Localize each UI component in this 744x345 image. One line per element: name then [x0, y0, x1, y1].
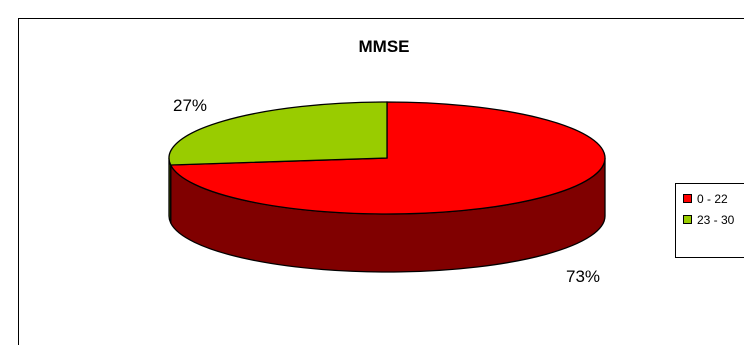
pie-slices: [168, 101, 606, 273]
legend-swatch-0-22: [683, 194, 692, 203]
legend-label-0-22: 0 - 22: [697, 192, 728, 206]
chart-title: MMSE: [359, 37, 410, 56]
legend-label-23-30: 23 - 30: [697, 213, 735, 227]
legend-box: [675, 183, 744, 258]
legend-swatch-23-30: [683, 215, 692, 224]
legend: 0 - 22 23 - 30: [675, 183, 744, 258]
pie-slice-0-22: [169, 101, 606, 215]
data-label-slice-2: 27%: [173, 96, 207, 115]
data-label-slice-1: 73%: [566, 267, 600, 286]
pie-side-23-30: [168, 157, 172, 224]
pie-slice-23-30: [168, 101, 388, 166]
